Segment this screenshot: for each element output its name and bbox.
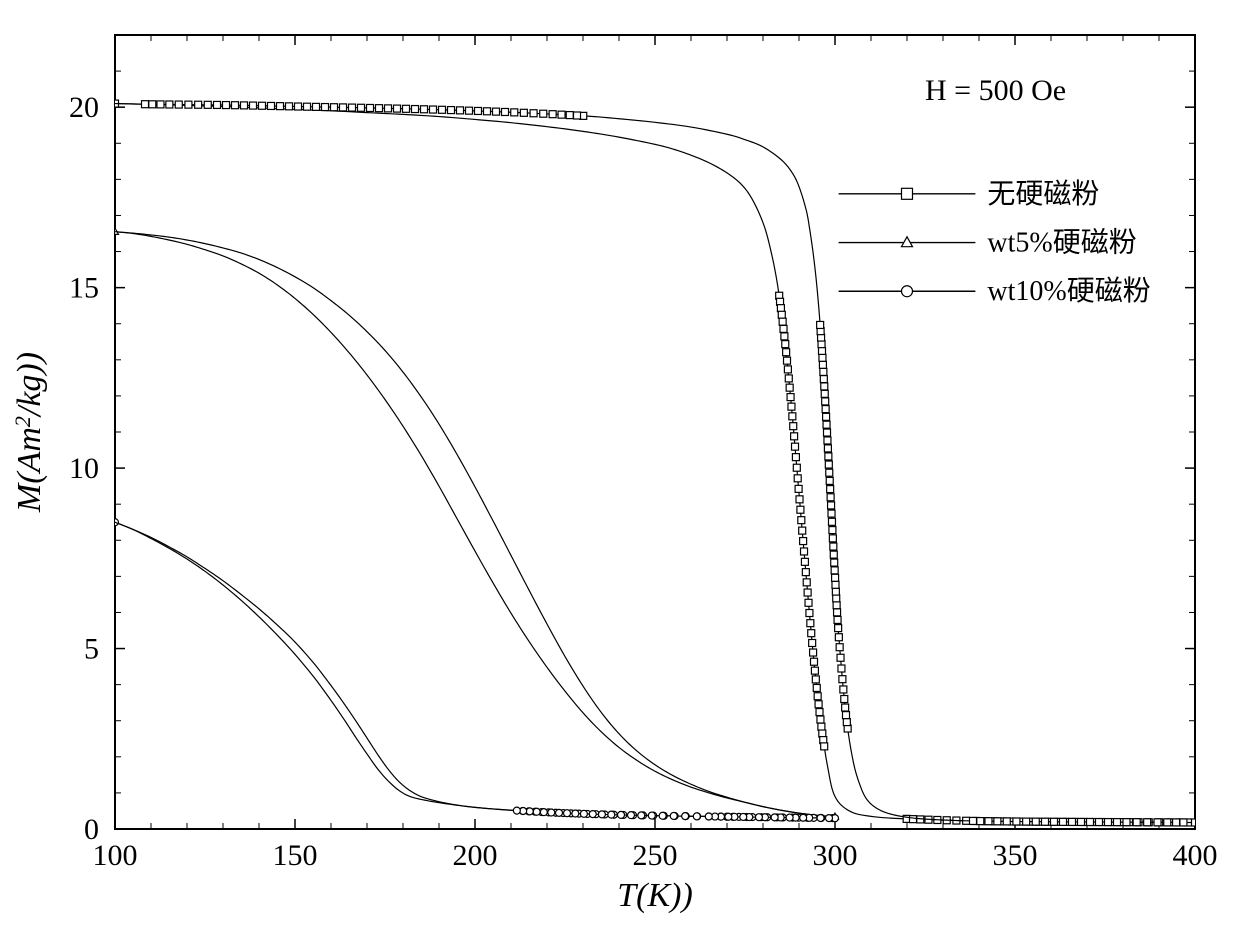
x-tick-label: 300: [813, 839, 858, 872]
x-tick-label: 200: [453, 839, 498, 872]
y-tick-label: 10: [69, 452, 99, 485]
x-tick-label: 100: [93, 839, 138, 872]
y-tick-label: 20: [69, 91, 99, 124]
y-tick-label: 0: [84, 813, 99, 846]
x-tick-label: 250: [633, 839, 678, 872]
mt-chart: 100 150 200 250 300 350 400 0 5 10 15 20 T(K)) M(Am2/…: [0, 0, 1240, 944]
svg-text:M(Am2/kg)): M(Am2/kg)): [10, 352, 48, 513]
x-tick-label: 150: [273, 839, 318, 872]
plot-frame: [115, 35, 1195, 829]
x-tick-label: 350: [993, 839, 1038, 872]
legend-item-label: wt5%硬磁粉: [987, 227, 1136, 259]
field-annotation: H = 500 Oe: [925, 74, 1066, 107]
y-tick-label: 5: [84, 633, 99, 666]
legend-item-label: wt10%硬磁粉: [987, 275, 1150, 307]
x-axis-label: T(K)): [617, 877, 693, 914]
legend-item-label: 无硬磁粉: [987, 178, 1099, 210]
y-tick-label: 15: [69, 272, 99, 305]
y-axis-label: M(Am2/kg)): [10, 352, 48, 513]
x-tick-label: 400: [1173, 839, 1218, 872]
